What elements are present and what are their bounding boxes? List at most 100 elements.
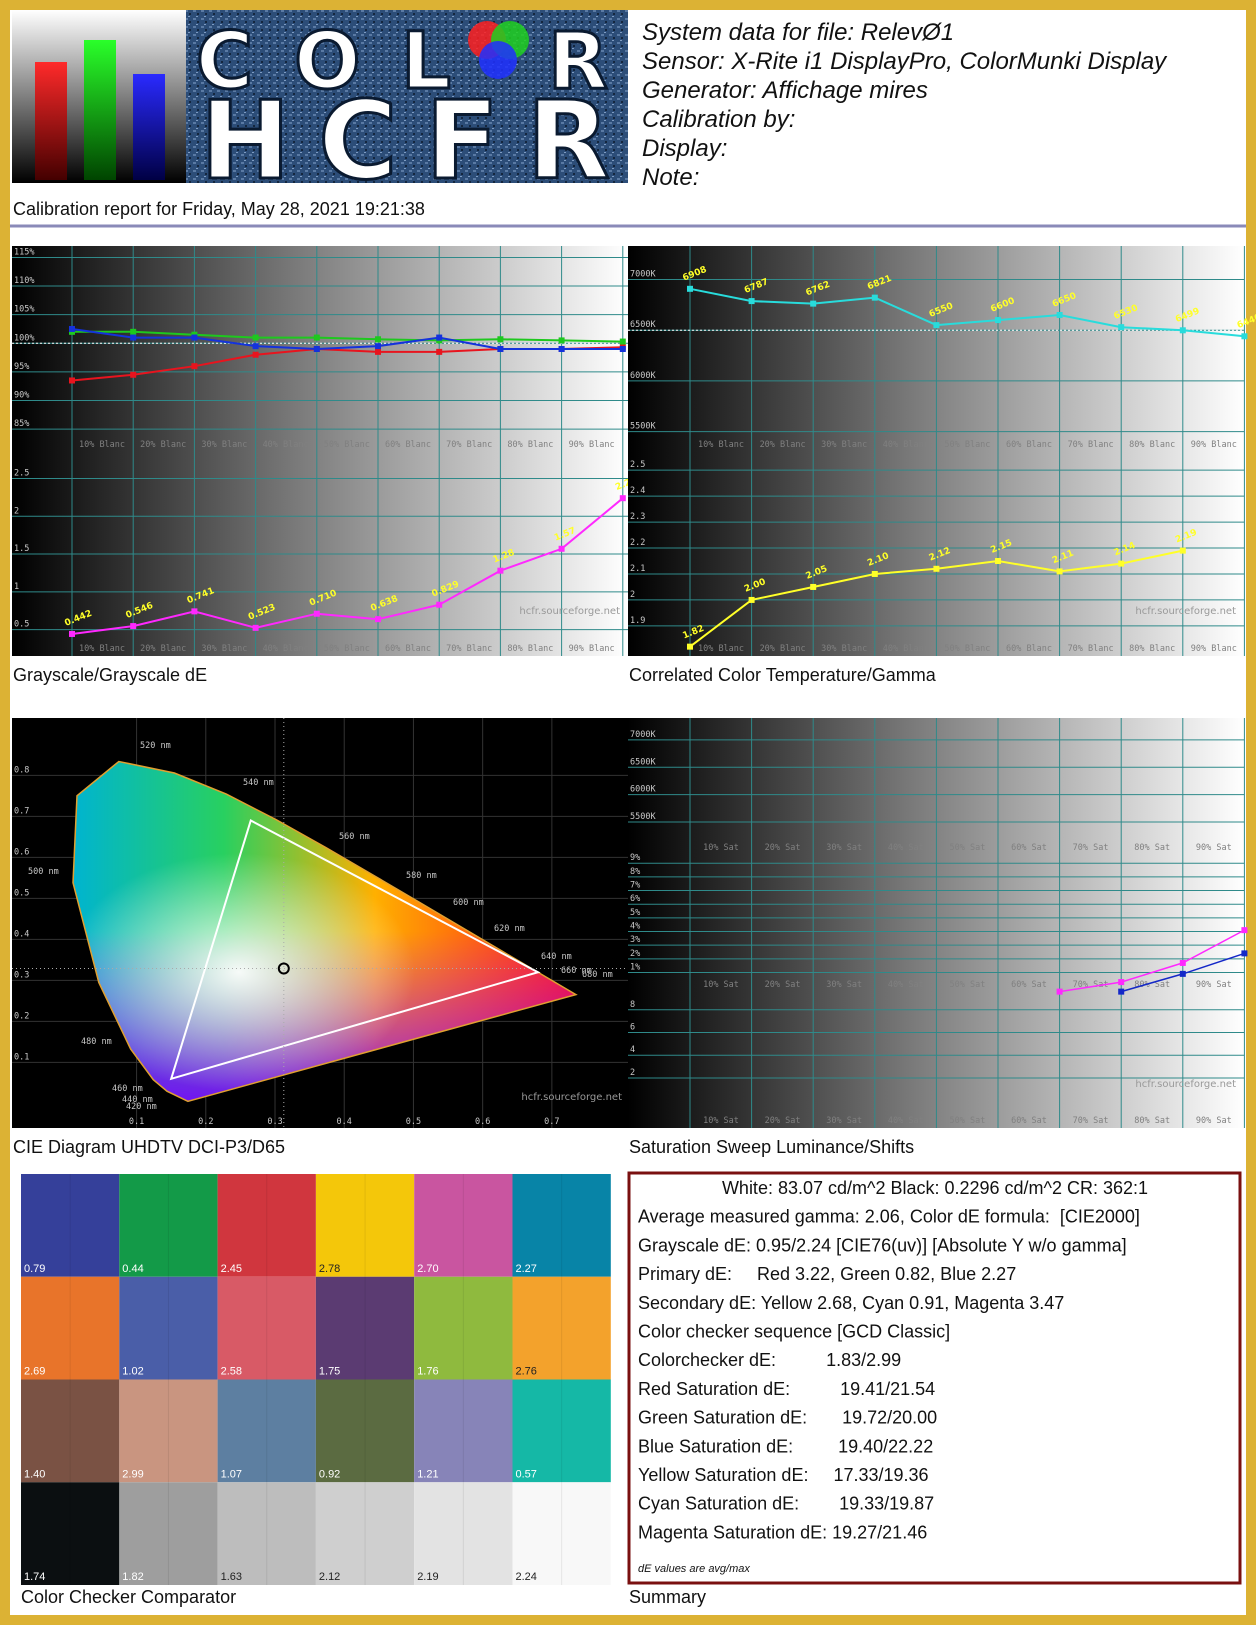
caption: Grayscale/Grayscale dE bbox=[13, 665, 207, 685]
y-tick-label: 115% bbox=[14, 247, 34, 257]
y-tick-label: 6000K bbox=[630, 371, 656, 381]
y-tick-label: 1.5 bbox=[14, 544, 29, 554]
x-tick-label: 0.1 bbox=[129, 1117, 144, 1127]
caption: Summary bbox=[629, 1587, 706, 1607]
x-tick-label: 60% Blanc bbox=[385, 644, 431, 654]
rgb-balance-point bbox=[130, 371, 137, 378]
rgb-balance-point bbox=[558, 337, 565, 344]
y-tick-label: 100% bbox=[14, 333, 34, 343]
patch-delta-e: 1.63 bbox=[221, 1571, 242, 1583]
y-tick-label: 6500K bbox=[630, 320, 656, 330]
patch-delta-e: 1.02 bbox=[122, 1366, 143, 1378]
x-tick-label: 90% Sat bbox=[1196, 1116, 1232, 1126]
logo-bar bbox=[84, 40, 116, 180]
y-tick-label: 4 bbox=[630, 1045, 635, 1055]
watermark: hcfr.sourceforge.net bbox=[1135, 1079, 1236, 1090]
patch-delta-e: 2.58 bbox=[221, 1366, 242, 1378]
x-tick-label: 80% Sat bbox=[1134, 980, 1170, 990]
summary-line: Red Saturation dE: 19.41/21.54 bbox=[638, 1379, 935, 1399]
cct-point bbox=[1179, 327, 1186, 334]
delta-e-point bbox=[130, 623, 137, 630]
rgb-balance-point bbox=[252, 343, 259, 350]
summary-line: Colorchecker dE: 1.83/2.99 bbox=[638, 1350, 901, 1370]
color-patch bbox=[512, 1276, 611, 1380]
gamma-point bbox=[687, 643, 693, 650]
y-tick-label: 0.3 bbox=[14, 970, 29, 980]
color-patch bbox=[119, 1379, 218, 1483]
summary-sequence: Color checker sequence [GCD Classic] bbox=[638, 1322, 950, 1342]
x-tick-label: 80% Blanc bbox=[507, 644, 553, 654]
y-tick-label: 2 bbox=[14, 506, 19, 516]
rgb-balance-point bbox=[313, 346, 320, 352]
x-tick-label: 90% Blanc bbox=[1191, 644, 1237, 654]
y-tick-label: 8 bbox=[630, 1000, 635, 1010]
target-gamut bbox=[169, 819, 541, 1081]
summary-line: Blue Saturation dE: 19.40/22.22 bbox=[638, 1436, 933, 1456]
x-tick-label: 20% Blanc bbox=[140, 644, 186, 654]
x-tick-label: 10% Blanc bbox=[79, 644, 125, 654]
x-tick-label: 30% Blanc bbox=[821, 440, 867, 450]
patch-delta-e: 0.57 bbox=[516, 1468, 537, 1480]
x-tick-label: 0.6 bbox=[475, 1117, 490, 1127]
x-tick-label: 80% Blanc bbox=[507, 440, 553, 450]
y-tick-label: 7% bbox=[630, 881, 640, 891]
x-tick-label: 40% Blanc bbox=[263, 644, 309, 654]
y-tick-label: 7000K bbox=[630, 730, 656, 740]
caption: CIE Diagram UHDTV DCI-P3/D65 bbox=[13, 1137, 285, 1157]
summary-line: Green Saturation dE: 19.72/20.00 bbox=[638, 1408, 937, 1428]
wavelength-label: 460 nm bbox=[112, 1084, 143, 1094]
x-tick-label: 60% Sat bbox=[1011, 980, 1047, 990]
patch-delta-e: 2.24 bbox=[516, 1571, 537, 1583]
x-tick-label: 70% Blanc bbox=[1068, 644, 1114, 654]
rgb-balance-point bbox=[191, 334, 198, 341]
x-tick-label: 40% Blanc bbox=[263, 440, 309, 450]
x-tick-label: 10% Blanc bbox=[698, 644, 744, 654]
delta-e-point bbox=[69, 630, 75, 637]
x-tick-label: 50% Sat bbox=[949, 980, 985, 990]
patch-delta-e: 1.76 bbox=[417, 1366, 438, 1378]
watermark: hcfr.sourceforge.net bbox=[519, 606, 620, 617]
rgb-balance-point bbox=[619, 346, 626, 352]
rgb-balance-point bbox=[497, 336, 504, 343]
color-patch bbox=[315, 1174, 415, 1277]
rgb-balance-point bbox=[130, 328, 137, 335]
y-tick-label: 105% bbox=[14, 305, 34, 315]
x-tick-label: 0.3 bbox=[267, 1117, 282, 1127]
x-tick-label: 10% Sat bbox=[703, 1116, 739, 1126]
wavelength-label: 660 nm bbox=[561, 966, 592, 976]
x-tick-label: 30% Blanc bbox=[201, 440, 247, 450]
color-patch bbox=[21, 1276, 120, 1380]
y-tick-label: 0.5 bbox=[14, 888, 29, 898]
saturation-shift-point bbox=[1179, 959, 1186, 966]
rgb-balance-point bbox=[558, 346, 565, 352]
color-patch bbox=[217, 1379, 316, 1483]
cct-point bbox=[810, 300, 817, 307]
x-tick-label: 0.7 bbox=[544, 1117, 559, 1127]
saturation-shift-line bbox=[1059, 929, 1245, 993]
x-tick-label: 10% Blanc bbox=[698, 440, 744, 450]
y-tick-label: 0.5 bbox=[14, 620, 29, 630]
x-tick-label: 80% Sat bbox=[1134, 843, 1170, 853]
logo-text: COL bbox=[196, 17, 451, 107]
y-tick-label: 0.8 bbox=[14, 765, 29, 775]
x-tick-label: 50% Sat bbox=[949, 1116, 985, 1126]
x-tick-label: 90% Sat bbox=[1196, 980, 1232, 990]
delta-e-point bbox=[252, 624, 259, 631]
wavelength-label: 480 nm bbox=[81, 1037, 112, 1047]
rgb-balance-point bbox=[252, 351, 259, 358]
gamma-point bbox=[871, 570, 878, 577]
summary-line: Cyan Saturation dE: 19.33/19.87 bbox=[638, 1494, 934, 1514]
cct-point bbox=[1118, 324, 1125, 331]
summary-box bbox=[627, 1171, 1242, 1585]
gamma-point bbox=[1056, 568, 1063, 575]
x-tick-label: 20% Blanc bbox=[140, 440, 186, 450]
header-line: Calibration by: bbox=[642, 106, 795, 133]
cct-point bbox=[871, 294, 878, 301]
color-patch bbox=[512, 1379, 611, 1483]
patch-delta-e: 2.27 bbox=[516, 1263, 537, 1275]
rgb-balance-point bbox=[191, 363, 198, 370]
x-tick-label: 80% Sat bbox=[1134, 1116, 1170, 1126]
y-tick-label: 0.7 bbox=[14, 806, 29, 816]
wavelength-label: 600 nm bbox=[453, 898, 484, 908]
